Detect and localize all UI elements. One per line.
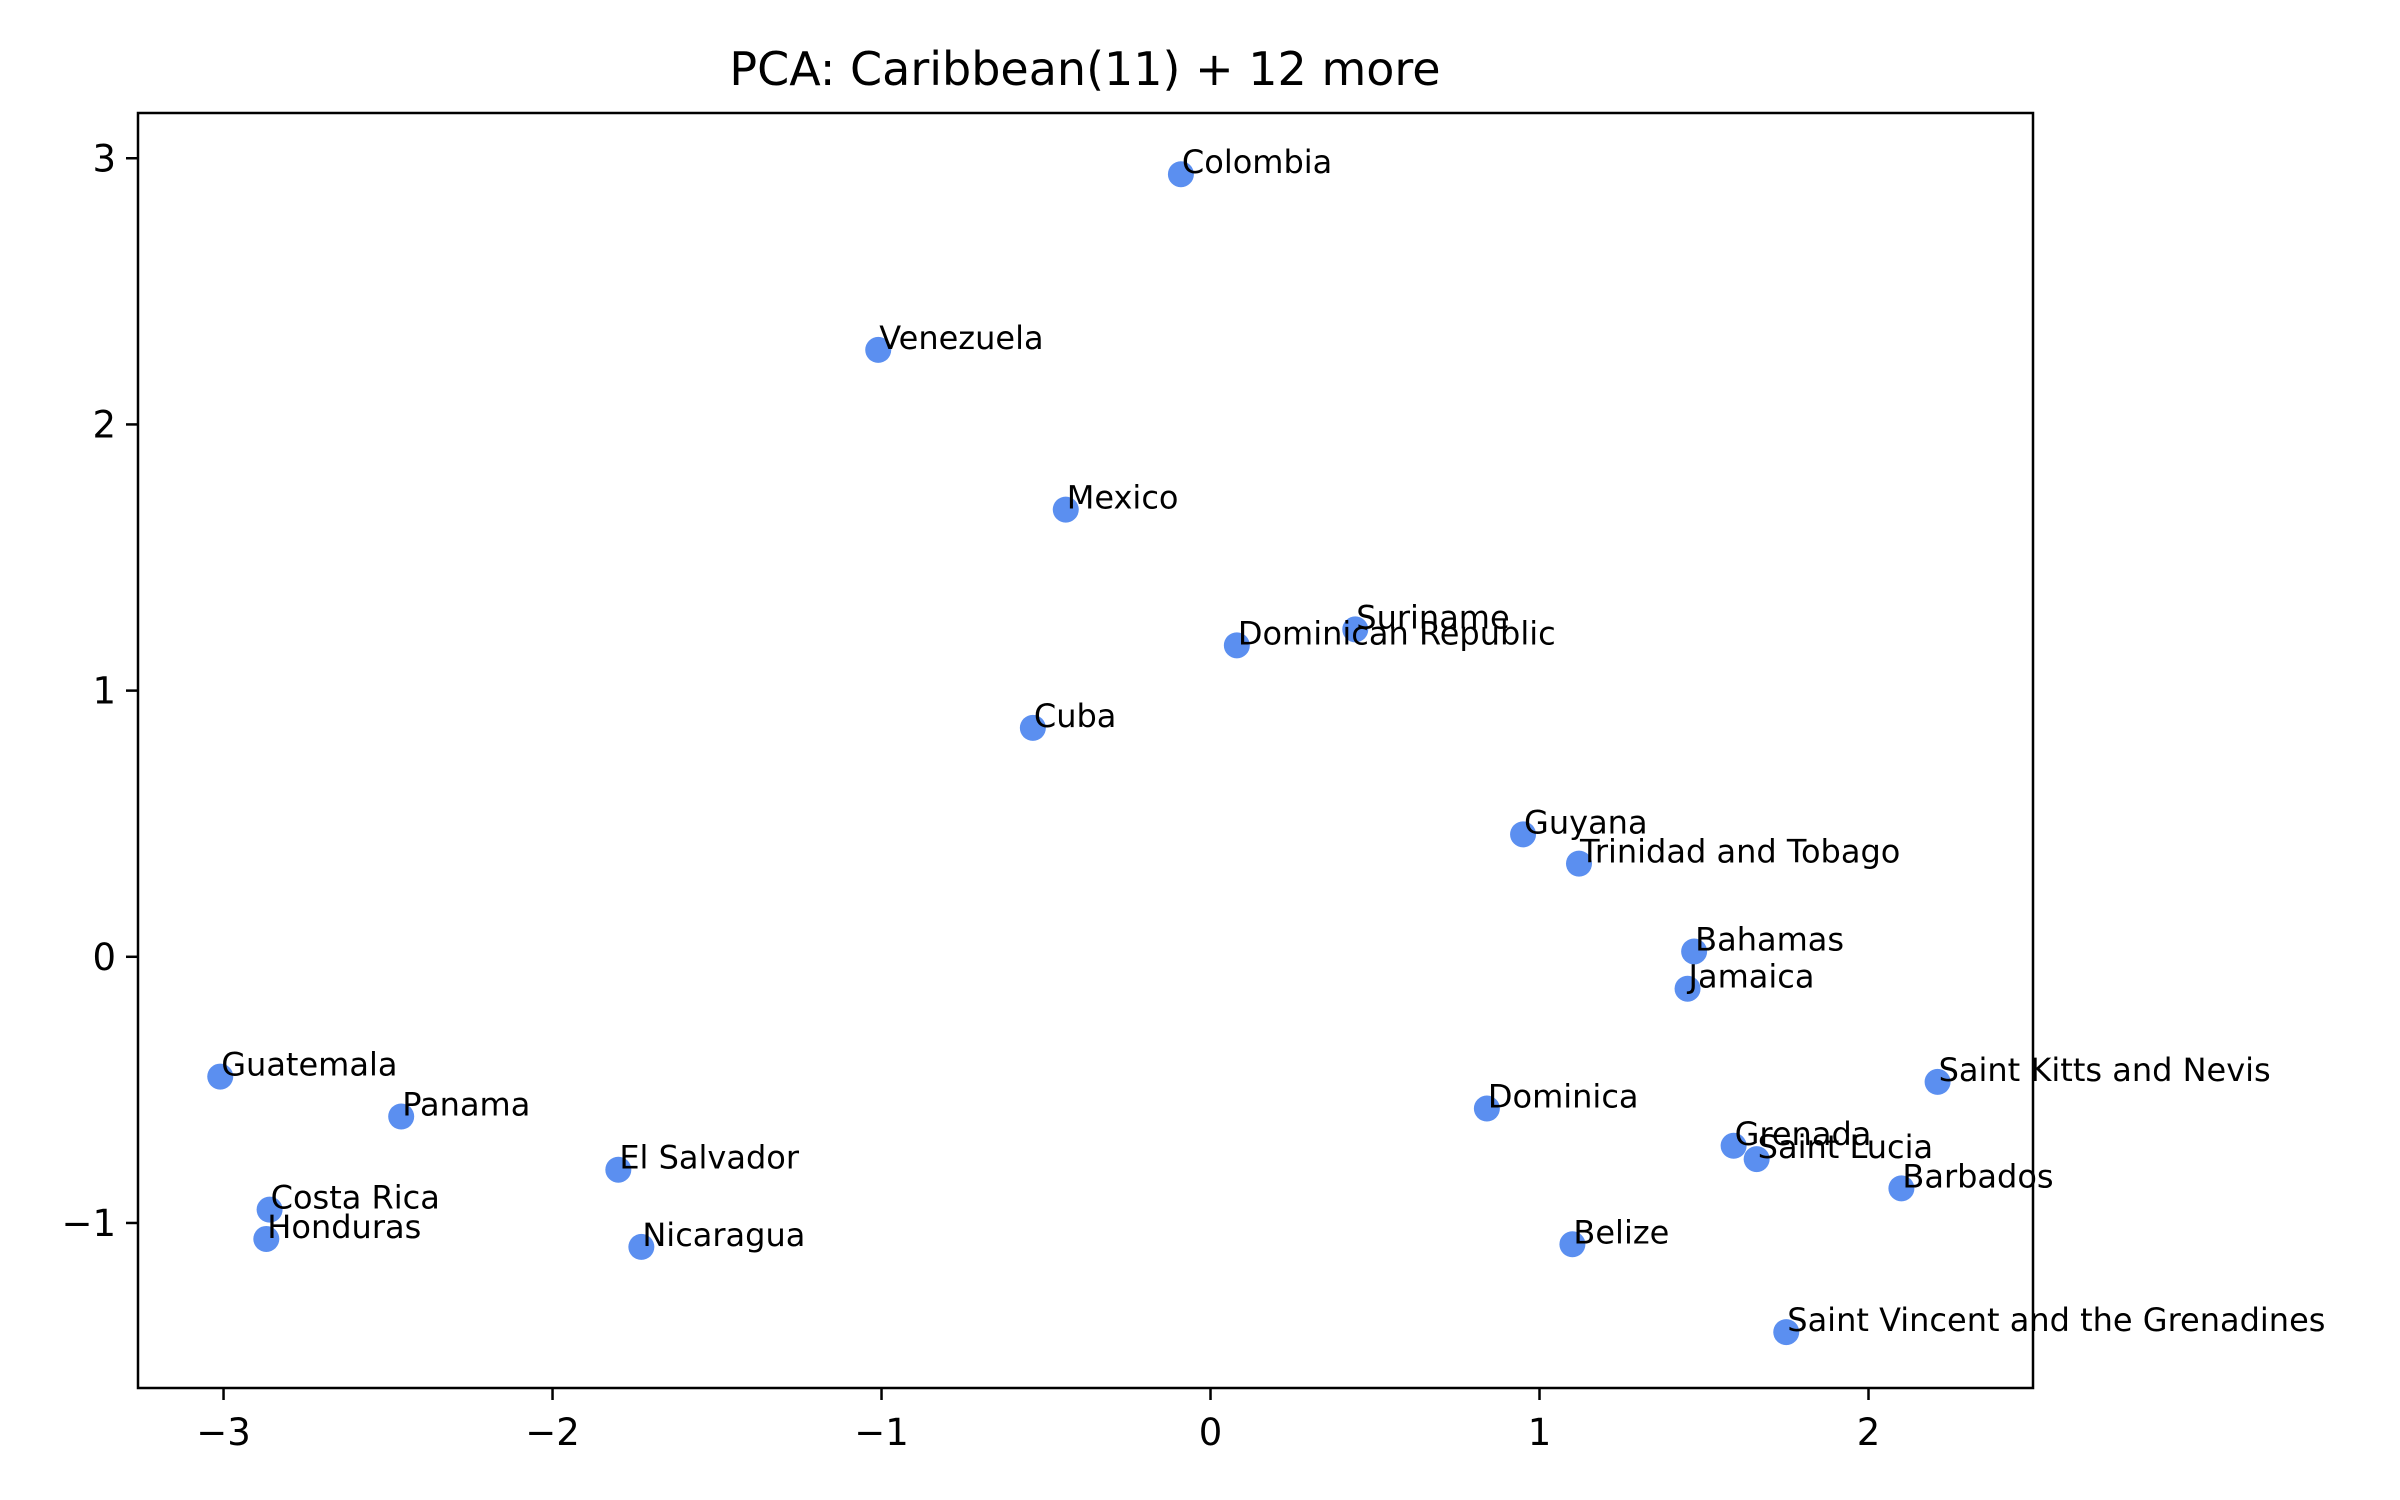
data-point-label: Venezuela bbox=[879, 319, 1043, 357]
data-point bbox=[1052, 496, 1079, 523]
data-point bbox=[253, 1225, 280, 1252]
data-point bbox=[865, 336, 892, 363]
data-point-label: Dominican Republic bbox=[1238, 614, 1556, 652]
axis-ticks: −3 −2 −1 0 1 2 −1 0 1 2 3 bbox=[61, 137, 1880, 1454]
y-tick-label: 3 bbox=[92, 137, 116, 180]
data-point bbox=[256, 1196, 283, 1223]
data-point bbox=[1674, 975, 1701, 1002]
data-point-label: Grenada bbox=[1735, 1115, 1872, 1153]
data-point-label: Bahamas bbox=[1695, 920, 1844, 958]
data-point bbox=[207, 1063, 234, 1090]
data-points bbox=[207, 161, 1951, 1346]
data-point bbox=[1743, 1146, 1770, 1173]
data-point-label: Colombia bbox=[1182, 143, 1332, 181]
data-point-label: Suriname bbox=[1356, 598, 1509, 636]
data-point-label: Costa Rica bbox=[271, 1179, 440, 1217]
data-point bbox=[1720, 1132, 1747, 1159]
data-point-label: Nicaragua bbox=[642, 1216, 805, 1254]
data-point bbox=[605, 1156, 632, 1183]
chart-title: PCA: Caribbean(11) + 12 more bbox=[729, 42, 1440, 96]
data-point bbox=[1681, 938, 1708, 965]
data-point bbox=[1473, 1095, 1500, 1122]
x-tick-label: −1 bbox=[854, 1411, 909, 1454]
data-point bbox=[1559, 1231, 1586, 1258]
data-point-label: Guyana bbox=[1524, 803, 1648, 841]
data-point bbox=[1924, 1068, 1951, 1095]
y-tick-label: 2 bbox=[92, 403, 116, 446]
x-tick-label: −3 bbox=[196, 1411, 251, 1454]
y-tick-label: 0 bbox=[92, 936, 116, 979]
data-point bbox=[388, 1103, 415, 1130]
data-point-label: Trinidad and Tobago bbox=[1579, 833, 1900, 871]
data-point bbox=[1565, 850, 1592, 877]
x-tick-label: −2 bbox=[525, 1411, 580, 1454]
data-point-label: Saint Kitts and Nevis bbox=[1939, 1051, 2271, 1089]
point-labels: Colombia Venezuela Mexico SurinameDominican… bbox=[221, 143, 2325, 1339]
data-point bbox=[628, 1233, 655, 1260]
data-point-label: Saint Lucia bbox=[1758, 1128, 1933, 1166]
data-point bbox=[1510, 821, 1537, 848]
data-point bbox=[1167, 161, 1194, 188]
data-point-label: Belize bbox=[1573, 1213, 1669, 1251]
data-point bbox=[1888, 1175, 1915, 1202]
data-point-label: Saint Vincent and the Grenadines bbox=[1787, 1301, 2325, 1339]
data-point-label: Mexico bbox=[1067, 479, 1179, 517]
x-tick-label: 2 bbox=[1857, 1411, 1881, 1454]
data-point-label: Dominica bbox=[1488, 1078, 1639, 1116]
data-point-label: El Salvador bbox=[619, 1139, 800, 1177]
x-tick-label: 0 bbox=[1199, 1411, 1223, 1454]
data-point-label: Guatemala bbox=[221, 1046, 397, 1084]
data-point-label: Jamaica bbox=[1687, 958, 1815, 996]
data-point-label: Panama bbox=[402, 1085, 530, 1123]
data-point-label: Barbados bbox=[1902, 1157, 2053, 1195]
y-tick-label: 1 bbox=[92, 670, 116, 713]
data-point bbox=[1019, 714, 1046, 741]
data-point bbox=[1342, 616, 1369, 643]
y-tick-label: −1 bbox=[61, 1202, 116, 1245]
x-tick-label: 1 bbox=[1528, 1411, 1552, 1454]
data-point bbox=[1223, 632, 1250, 659]
data-point-label: Honduras bbox=[267, 1208, 421, 1246]
data-point bbox=[1773, 1319, 1800, 1346]
data-point-label: Cuba bbox=[1034, 697, 1117, 735]
plot-frame bbox=[136, 111, 2035, 1390]
